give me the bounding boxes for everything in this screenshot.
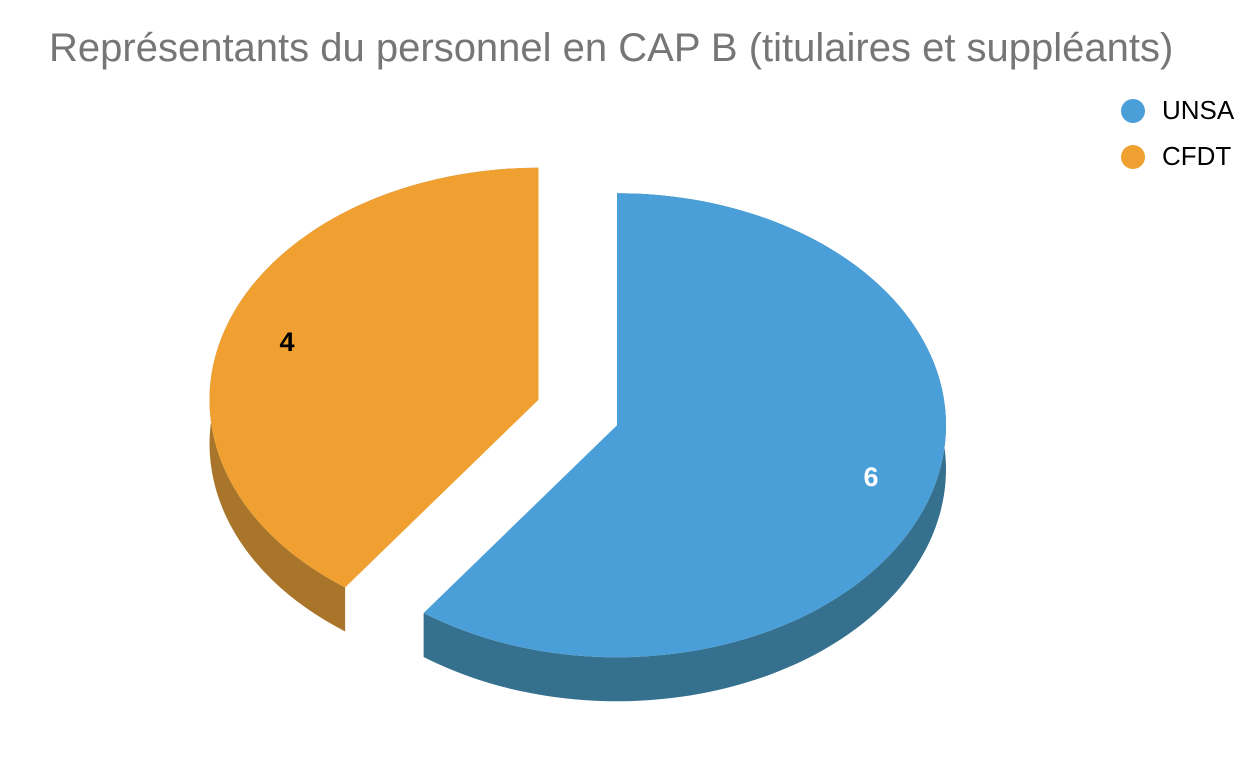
svg-text:6: 6 <box>863 462 878 492</box>
svg-text:4: 4 <box>279 327 294 357</box>
